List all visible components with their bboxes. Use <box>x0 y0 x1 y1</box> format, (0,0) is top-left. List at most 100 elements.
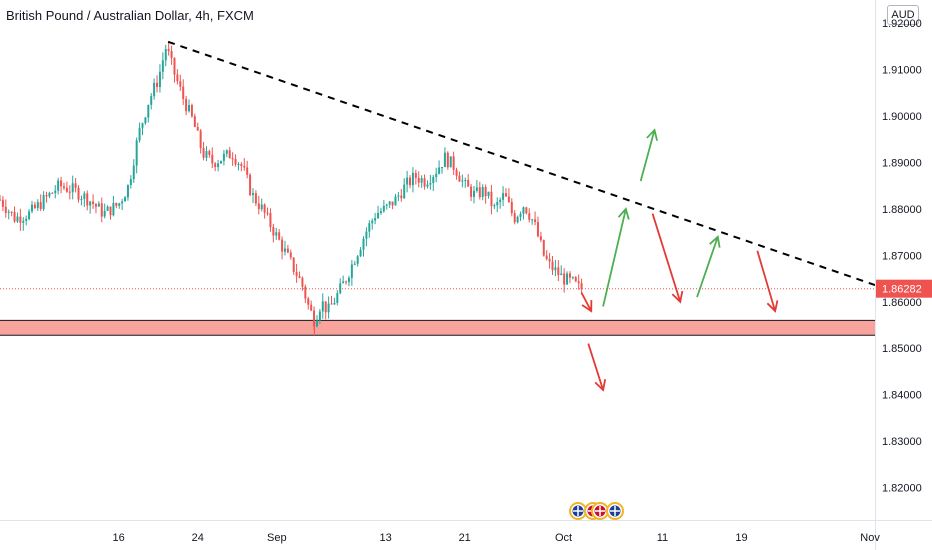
candle-body <box>368 223 371 232</box>
candle-body <box>124 197 127 202</box>
candle-body <box>411 172 414 186</box>
candle-body <box>289 252 292 258</box>
candle-body <box>324 301 327 313</box>
arrow-shaft <box>639 129 656 182</box>
candle-body <box>132 165 135 180</box>
candle-body <box>214 163 217 168</box>
candle-body <box>539 236 542 241</box>
candle-body <box>426 184 429 187</box>
candle-body <box>222 153 225 161</box>
candle-body <box>48 192 51 197</box>
candle-body <box>397 195 400 197</box>
candle-body <box>542 240 545 256</box>
candle-body <box>336 293 339 303</box>
candle-body <box>394 196 397 206</box>
candle-body <box>347 277 350 283</box>
candle-body <box>167 49 170 52</box>
candle-body <box>554 267 557 271</box>
candle-body <box>458 175 461 182</box>
x-tick-label: 16 <box>113 532 125 544</box>
candle-body <box>126 185 129 198</box>
candle-body <box>385 204 388 206</box>
forecast-arrow-3 <box>602 207 630 307</box>
candle-body <box>7 211 10 213</box>
candle-body <box>475 187 478 191</box>
candle-body <box>557 267 560 276</box>
candle-body <box>400 195 403 199</box>
drawings-layer <box>0 40 876 392</box>
candle-body <box>25 218 28 221</box>
candle-body <box>74 183 77 188</box>
candle-body <box>115 202 118 206</box>
arrow-head <box>617 207 630 220</box>
arrow-head <box>709 235 721 248</box>
candle-body <box>243 166 246 168</box>
candle-body <box>86 193 89 206</box>
candle-body <box>374 218 377 221</box>
candle-body <box>234 158 237 165</box>
candle-body <box>0 199 1 201</box>
candle-body <box>513 213 516 223</box>
candle-body <box>199 130 202 149</box>
candle-body <box>45 195 48 197</box>
currency-badge[interactable]: AUD <box>887 5 919 25</box>
candle-body <box>423 178 426 187</box>
candle-body <box>138 127 141 141</box>
candle-body <box>220 160 223 164</box>
candle-body <box>377 213 380 219</box>
candle-body <box>164 49 167 61</box>
candle-body <box>28 211 31 219</box>
candle-body <box>304 286 307 299</box>
candle-body <box>103 210 106 217</box>
forecast-arrow-5 <box>651 213 684 304</box>
candle-body <box>150 96 153 105</box>
candle-body <box>170 51 173 58</box>
candle-body <box>135 140 138 166</box>
candle-body <box>286 248 289 253</box>
candle-body <box>382 205 385 212</box>
candle-body <box>327 303 330 313</box>
candle-body <box>571 277 574 279</box>
candle-body <box>57 180 60 191</box>
candle-body <box>275 232 278 236</box>
last-price-label: 1.86282 <box>882 284 922 296</box>
candle-body <box>441 167 444 169</box>
candle-body <box>100 203 103 217</box>
candle-body <box>545 255 548 259</box>
candle-body <box>39 202 42 210</box>
forecast-arrow-2 <box>587 343 607 392</box>
y-tick-label: 1.86000 <box>882 297 922 309</box>
candle-body <box>190 105 193 117</box>
candle-body <box>10 211 13 213</box>
candle-body <box>502 193 505 200</box>
candle-body <box>33 204 36 209</box>
candle-body <box>156 82 159 87</box>
candle-body <box>365 231 368 239</box>
candle-body <box>403 184 406 199</box>
candle-body <box>534 219 537 222</box>
arrow-shaft <box>587 343 604 391</box>
candle-body <box>185 98 188 112</box>
candle-body <box>121 201 124 204</box>
candle-body <box>406 177 409 185</box>
candle-body <box>147 104 150 118</box>
candle-body <box>251 193 254 196</box>
candle-body <box>342 281 345 284</box>
candle-body <box>158 71 161 87</box>
candle-body <box>97 203 100 207</box>
candle-body <box>298 276 301 278</box>
candle-body <box>330 303 333 305</box>
x-tick-label: Oct <box>555 532 572 544</box>
arrow-head <box>766 300 779 313</box>
candle-body <box>510 201 513 214</box>
arrow-head <box>581 300 593 313</box>
forecast-arrow-6 <box>696 235 721 298</box>
y-tick-label: 1.92000 <box>882 18 922 30</box>
candle-body <box>109 206 112 216</box>
arrow-shaft <box>580 292 593 312</box>
candle-body <box>435 173 438 177</box>
event-flag-icon <box>591 502 609 520</box>
x-tick-label: 19 <box>735 532 747 544</box>
y-tick-label: 1.87000 <box>882 250 922 262</box>
